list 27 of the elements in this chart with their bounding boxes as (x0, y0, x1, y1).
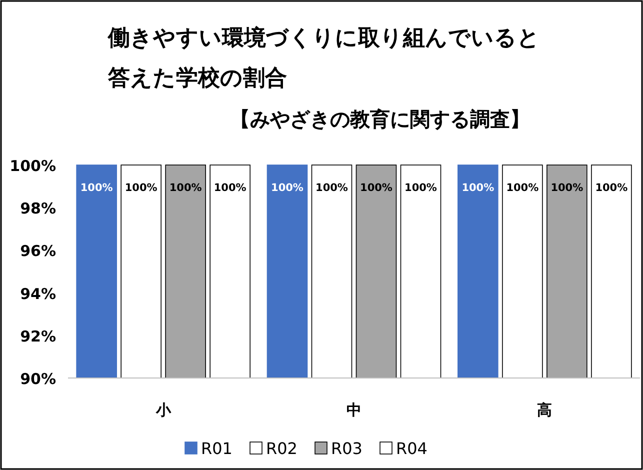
y-tick-label: 96% (20, 242, 56, 260)
y-tick-label: 92% (20, 327, 56, 346)
chart-title: 働きやすい環境づくりに取り組んでいると答えた学校の割合 (107, 25, 540, 91)
data-label: 100% (506, 182, 540, 194)
y-tick-label: 90% (20, 370, 56, 388)
data-label: 100% (404, 182, 438, 194)
data-label: 100% (550, 182, 584, 194)
data-label: 100% (124, 182, 158, 194)
legend-label: R02 (266, 439, 298, 458)
data-label: 100% (462, 182, 495, 194)
legend-label: R04 (396, 439, 428, 458)
chart-subtitle: 【みやざきの教育に関する調査】 (230, 107, 530, 131)
data-label: 100% (316, 182, 348, 194)
data-label: 100% (214, 182, 247, 194)
x-tick-label: 小 (154, 401, 172, 419)
legend-label: R01 (201, 439, 232, 458)
x-tick-label: 中 (346, 401, 362, 419)
data-label: 100% (595, 182, 628, 194)
data-label: 100% (360, 182, 393, 194)
y-tick-label: 100% (10, 157, 56, 175)
data-label: 100% (169, 182, 202, 194)
y-tick-label: 94% (20, 284, 56, 303)
data-label: 100% (80, 182, 114, 194)
legend-label: R03 (331, 439, 362, 458)
data-label: 100% (271, 182, 304, 194)
y-tick-label: 98% (20, 200, 56, 218)
x-tick-label: 高 (537, 401, 552, 419)
